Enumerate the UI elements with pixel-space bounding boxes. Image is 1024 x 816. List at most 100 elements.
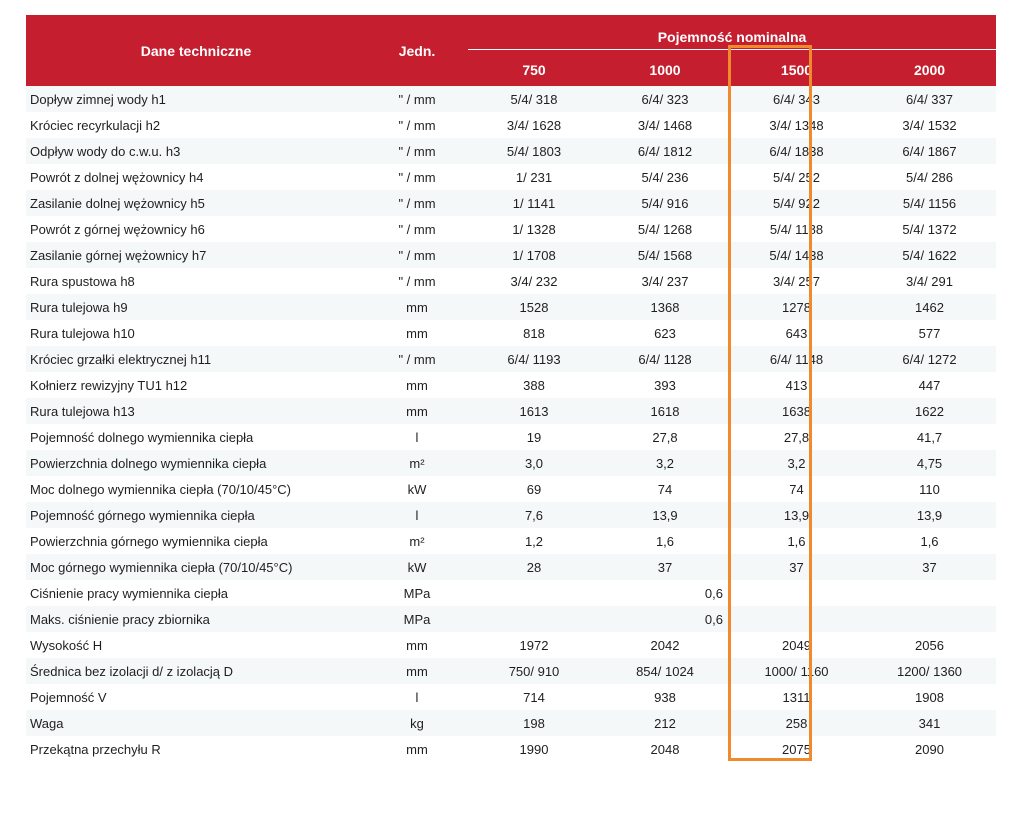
value-2000: 1622 <box>863 398 997 424</box>
value-1000: 2048 <box>600 736 730 762</box>
value-1000: 5/4/ 1568 <box>600 242 730 268</box>
merged-value: 0,6 <box>468 606 730 632</box>
value-1000: 5/4/ 916 <box>600 190 730 216</box>
value-2000: 1462 <box>863 294 997 320</box>
value-1000: 1618 <box>600 398 730 424</box>
value-1500: 1278 <box>730 294 863 320</box>
table-header: Dane techniczne Jedn. Pojemność nominaln… <box>26 15 997 86</box>
table-row: Zasilanie górnej wężownicy h7 " / mm 1/ 17… <box>26 242 997 268</box>
header-capacity-2000: 2000 <box>863 49 997 86</box>
value-2000: 3/4/ 1532 <box>863 112 997 138</box>
value-750: 28 <box>468 554 600 580</box>
param-unit: m² <box>366 450 468 476</box>
header-technical-data: Dane techniczne <box>26 15 366 86</box>
table-row: Powierzchnia górnego wymiennika ciepła m²… <box>26 528 997 554</box>
value-750: 818 <box>468 320 600 346</box>
param-unit: " / mm <box>366 346 468 372</box>
value-2000: 3/4/ 291 <box>863 268 997 294</box>
header-capacity-1500: 1500 <box>730 49 863 86</box>
value-2000: 1200/ 1360 <box>863 658 997 684</box>
value-750: 1/ 1708 <box>468 242 600 268</box>
param-unit: " / mm <box>366 164 468 190</box>
value-1000: 1,6 <box>600 528 730 554</box>
value-2000: 5/4/ 1622 <box>863 242 997 268</box>
value-750: 1613 <box>468 398 600 424</box>
table-row: Dopływ zimnej wody h1 " / mm 5/4/ 318 6/4/ … <box>26 86 997 112</box>
param-name: Waga <box>26 710 366 736</box>
param-unit: mm <box>366 372 468 398</box>
value-1500: 13,9 <box>730 502 863 528</box>
value-1500: 413 <box>730 372 863 398</box>
value-750: 1528 <box>468 294 600 320</box>
value-1500: 258 <box>730 710 863 736</box>
param-unit: mm <box>366 398 468 424</box>
param-unit: " / mm <box>366 112 468 138</box>
value-1000: 3,2 <box>600 450 730 476</box>
param-name: Zasilanie dolnej wężownicy h5 <box>26 190 366 216</box>
value-1000: 2042 <box>600 632 730 658</box>
param-name: Rura tulejowa h10 <box>26 320 366 346</box>
table-body: Dopływ zimnej wody h1 " / mm 5/4/ 318 6/4/ … <box>26 86 997 762</box>
value-1000: 1368 <box>600 294 730 320</box>
value-2000: 1908 <box>863 684 997 710</box>
param-name: Przekątna przechyłu R <box>26 736 366 762</box>
param-name: Dopływ zimnej wody h1 <box>26 86 366 112</box>
value-1500: 6/4/ 1838 <box>730 138 863 164</box>
value-1000: 623 <box>600 320 730 346</box>
value-2000: 5/4/ 1156 <box>863 190 997 216</box>
param-unit: kg <box>366 710 468 736</box>
value-1500: 37 <box>730 554 863 580</box>
table-row: Rura spustowa h8 " / mm 3/4/ 232 3/4/ 237 3/… <box>26 268 997 294</box>
value-1000: 6/4/ 1128 <box>600 346 730 372</box>
param-name: Powierzchnia górnego wymiennika ciepła <box>26 528 366 554</box>
value-1000: 393 <box>600 372 730 398</box>
value-2000: 577 <box>863 320 997 346</box>
value-2000: 5/4/ 1372 <box>863 216 997 242</box>
param-unit: m² <box>366 528 468 554</box>
value-1500: 5/4/ 1438 <box>730 242 863 268</box>
value-2000: 4,75 <box>863 450 997 476</box>
param-name: Moc górnego wymiennika ciepła (70/10/45°… <box>26 554 366 580</box>
table-row: Odpływ wody do c.w.u. h3 " / mm 5/4/ 1803 6… <box>26 138 997 164</box>
value-1500: 1638 <box>730 398 863 424</box>
value-750: 3,0 <box>468 450 600 476</box>
value-1500: 5/4/ 922 <box>730 190 863 216</box>
value-1000: 6/4/ 1812 <box>600 138 730 164</box>
param-unit: kW <box>366 476 468 502</box>
value-2000: 37 <box>863 554 997 580</box>
param-name: Ciśnienie pracy wymiennika ciepła <box>26 580 366 606</box>
param-name: Odpływ wody do c.w.u. h3 <box>26 138 366 164</box>
table-row: Waga kg 198 212 258 341 <box>26 710 997 736</box>
value-1000: 74 <box>600 476 730 502</box>
value-750: 1972 <box>468 632 600 658</box>
param-name: Średnica bez izolacji d/ z izolacją D <box>26 658 366 684</box>
param-name: Powrót z górnej wężownicy h6 <box>26 216 366 242</box>
table-row: Króciec recyrkulacji h2 " / mm 3/4/ 1628 3/… <box>26 112 997 138</box>
param-name: Powrót z dolnej wężownicy h4 <box>26 164 366 190</box>
value-1500: 3/4/ 257 <box>730 268 863 294</box>
table-row: Moc dolnego wymiennika ciepła (70/10/45°… <box>26 476 997 502</box>
value-2000: 2090 <box>863 736 997 762</box>
value-1500: 5/4/ 252 <box>730 164 863 190</box>
param-unit: mm <box>366 736 468 762</box>
table-row: Króciec grzałki elektrycznej h11 " / mm 6/… <box>26 346 997 372</box>
header-capacity-750: 750 <box>468 49 600 86</box>
value-750: 1/ 231 <box>468 164 600 190</box>
value-750: 5/4/ 318 <box>468 86 600 112</box>
value-2000: 6/4/ 1867 <box>863 138 997 164</box>
value-750: 1/ 1141 <box>468 190 600 216</box>
value-2000: 13,9 <box>863 502 997 528</box>
param-name: Rura spustowa h8 <box>26 268 366 294</box>
value-750: 69 <box>468 476 600 502</box>
value-750: 1,2 <box>468 528 600 554</box>
value-750: 6/4/ 1193 <box>468 346 600 372</box>
value-1000: 3/4/ 237 <box>600 268 730 294</box>
value-750: 1990 <box>468 736 600 762</box>
param-unit: mm <box>366 294 468 320</box>
table-row: Kołnierz rewizyjny TU1 h12 mm 388 393 413 447 <box>26 372 997 398</box>
table-row: Rura tulejowa h10 mm 818 623 643 577 <box>26 320 997 346</box>
param-name: Pojemność dolnego wymiennika ciepła <box>26 424 366 450</box>
value-1000: 212 <box>600 710 730 736</box>
value-1000: 27,8 <box>600 424 730 450</box>
